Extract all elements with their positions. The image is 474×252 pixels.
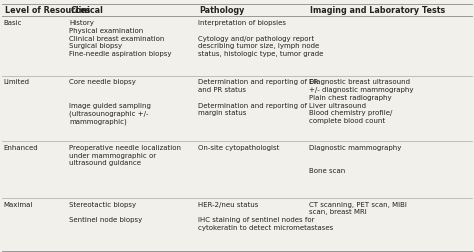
Text: Level of Resources: Level of Resources — [5, 6, 90, 15]
Text: Basic: Basic — [4, 20, 22, 26]
Text: HER-2/neu status

IHC staining of sentinel nodes for
cytokeratin to detect micro: HER-2/neu status IHC staining of sentine… — [198, 202, 333, 231]
Text: Limited: Limited — [4, 79, 30, 85]
Text: Interpretation of biopsies

Cytology and/or pathology report
describing tumor si: Interpretation of biopsies Cytology and/… — [198, 20, 324, 57]
Text: Imaging and Laboratory Tests: Imaging and Laboratory Tests — [310, 6, 445, 15]
Text: Determination and reporting of ER
and PR status

Determination and reporting of
: Determination and reporting of ER and PR… — [198, 79, 319, 116]
Text: Stereotactic biopsy

Sentinel node biopsy: Stereotactic biopsy Sentinel node biopsy — [69, 202, 143, 223]
Text: Clinical: Clinical — [70, 6, 103, 15]
Text: Pathology: Pathology — [199, 6, 245, 15]
Text: Diagnostic breast ultrasound
+/- diagnostic mammography
Plain chest radiography
: Diagnostic breast ultrasound +/- diagnos… — [309, 79, 413, 124]
Text: History
Physical examination
Clinical breast examination
Surgical biopsy
Fine-ne: History Physical examination Clinical br… — [69, 20, 172, 57]
Text: Core needle biopsy


Image guided sampling
(ultrasounographic +/-
mammographic): Core needle biopsy Image guided sampling… — [69, 79, 151, 125]
Text: Preoperative needle localization
under mammographic or
ultrasound guidance: Preoperative needle localization under m… — [69, 145, 181, 166]
Text: CT scanning, PET scan, MIBI
scan, breast MRI: CT scanning, PET scan, MIBI scan, breast… — [309, 202, 406, 215]
Text: On-site cytopathologist: On-site cytopathologist — [198, 145, 280, 151]
Text: Diagnostic mammography


Bone scan: Diagnostic mammography Bone scan — [309, 145, 401, 174]
Text: Enhanced: Enhanced — [4, 145, 38, 151]
Text: Maximal: Maximal — [4, 202, 33, 208]
